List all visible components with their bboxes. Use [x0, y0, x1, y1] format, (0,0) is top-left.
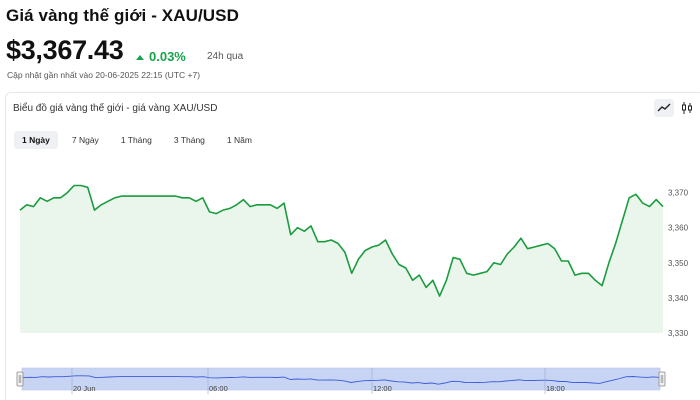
- price-line: [19, 184, 664, 297]
- y-tick-label: 3,360: [668, 224, 689, 233]
- navigator-time-label: 12:00: [373, 384, 392, 393]
- page-title: Giá vàng thế giới - XAU/USD: [6, 6, 239, 25]
- tab-1-year[interactable]: 1 Năm: [226, 135, 252, 145]
- range-tabs: 1 Ngày 7 Ngày 1 Tháng 3 Tháng 1 Năm: [14, 131, 260, 149]
- tab-7-days[interactable]: 7 Ngày: [71, 135, 99, 145]
- candlestick-button[interactable]: [677, 99, 697, 117]
- change-period: 24h qua: [207, 51, 244, 62]
- tab-1-day[interactable]: 1 Ngày: [14, 131, 58, 149]
- navigator-time-label: 18:00: [546, 384, 565, 393]
- navigator-left-handle[interactable]: [16, 371, 24, 387]
- line-chart-icon: [657, 103, 671, 112]
- y-tick-label: 3,330: [668, 329, 689, 338]
- line-chart-button[interactable]: [654, 99, 674, 117]
- y-tick-label: 3,370: [668, 189, 689, 198]
- navigator-time-label: 06:00: [209, 384, 228, 393]
- navigator-right-handle[interactable]: [658, 371, 666, 387]
- candlestick-icon: [682, 102, 692, 114]
- price-area: [20, 185, 663, 333]
- y-tick-label: 3,350: [668, 259, 689, 268]
- price-change-percent: 0.03%: [149, 49, 186, 64]
- chart-title: Biểu đồ giá vàng thế giới - giá vàng XAU…: [13, 103, 218, 114]
- price-change: 0.03%: [136, 49, 186, 64]
- last-updated: Cập nhật gần nhất vào 20-06-2025 22:15 (…: [7, 70, 201, 80]
- navigator-time-label: 20 Jun: [73, 384, 96, 393]
- tab-3-months[interactable]: 3 Tháng: [173, 135, 205, 145]
- up-arrow-icon: [136, 54, 144, 60]
- y-tick-label: 3,340: [668, 294, 689, 303]
- current-price: $3,367.43: [6, 35, 124, 65]
- tab-1-month[interactable]: 1 Tháng: [120, 135, 152, 145]
- navigator-line: [21, 375, 661, 385]
